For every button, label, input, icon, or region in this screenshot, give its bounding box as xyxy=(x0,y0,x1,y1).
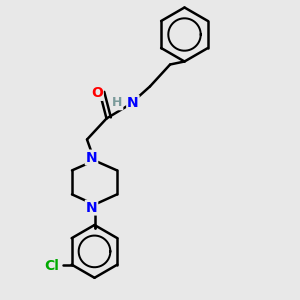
Text: N: N xyxy=(86,201,97,214)
Text: H: H xyxy=(112,96,122,110)
Text: N: N xyxy=(86,151,97,164)
Text: O: O xyxy=(91,86,103,100)
Text: Cl: Cl xyxy=(45,259,60,273)
Text: N: N xyxy=(127,96,139,110)
